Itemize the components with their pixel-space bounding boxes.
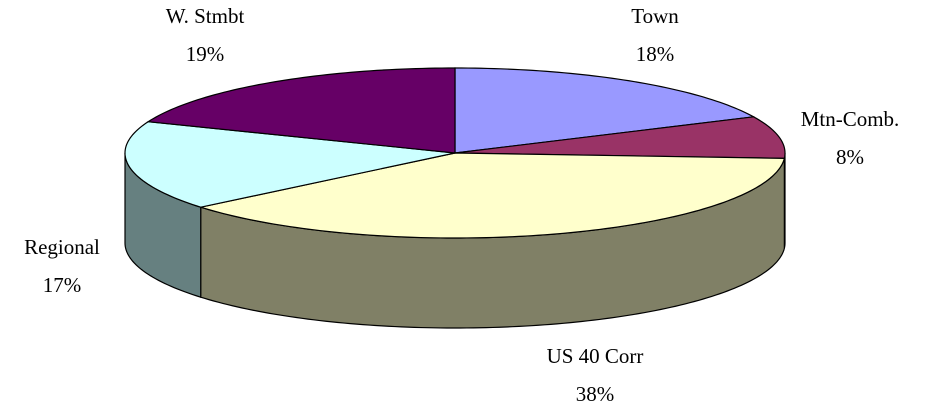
pie-slice <box>454 116 786 159</box>
slice-value-label: 8% <box>836 145 864 169</box>
slice-value-label: 19% <box>186 42 225 66</box>
slice-label: W. Stmbt <box>166 4 245 28</box>
pie-slice <box>454 67 756 154</box>
pie-slice <box>146 67 456 154</box>
slice-label: US 40 Corr <box>547 344 644 368</box>
slice-value-label: 38% <box>576 382 615 406</box>
slice-value-label: 17% <box>43 273 82 297</box>
slice-label: Regional <box>24 235 100 259</box>
slice-label: Mtn-Comb. <box>801 107 900 131</box>
slice-label: Town <box>631 4 679 28</box>
pie-slice <box>200 152 786 239</box>
pie-slice <box>124 121 456 208</box>
slice-value-label: 18% <box>636 42 675 66</box>
